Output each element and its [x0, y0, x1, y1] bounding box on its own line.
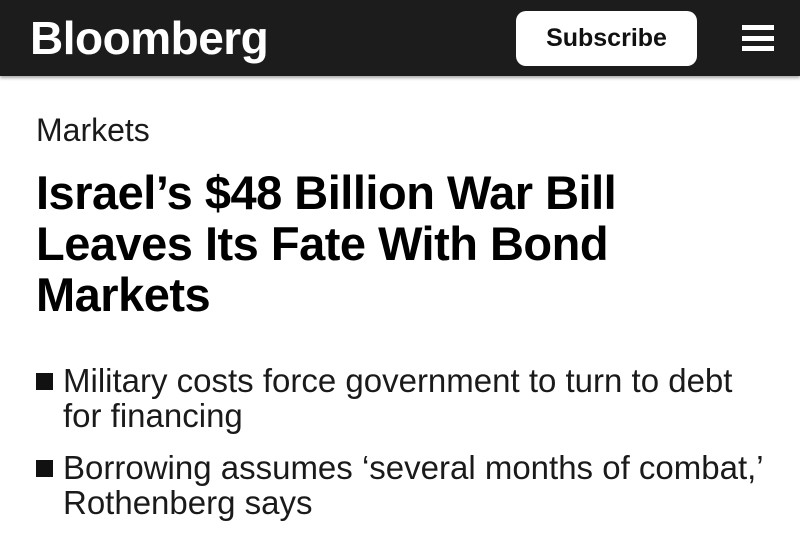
- menu-bar: [742, 46, 774, 51]
- key-point: Military costs force government to turn …: [36, 363, 764, 433]
- square-bullet-icon: [36, 373, 53, 390]
- menu-bar: [742, 25, 774, 30]
- menu-bar: [742, 35, 774, 41]
- square-bullet-icon: [36, 460, 53, 477]
- article-headline: Israel’s $48 Billion War Bill Leaves Its…: [36, 166, 617, 321]
- subscribe-button[interactable]: Subscribe: [516, 10, 697, 66]
- bloomberg-logo[interactable]: Bloomberg: [30, 12, 269, 64]
- key-point: Borrowing assumes ‘several months of com…: [36, 450, 764, 520]
- article: Markets Israel’s $48 Billion War Bill Le…: [0, 76, 800, 520]
- key-point-text: Borrowing assumes ‘several months of com…: [63, 449, 764, 521]
- hamburger-icon[interactable]: [742, 25, 774, 51]
- header-bar: Bloomberg Subscribe: [0, 0, 800, 76]
- key-points-list: Military costs force government to turn …: [36, 363, 764, 520]
- section-label[interactable]: Markets: [36, 112, 150, 148]
- key-point-text: Military costs force government to turn …: [63, 362, 733, 434]
